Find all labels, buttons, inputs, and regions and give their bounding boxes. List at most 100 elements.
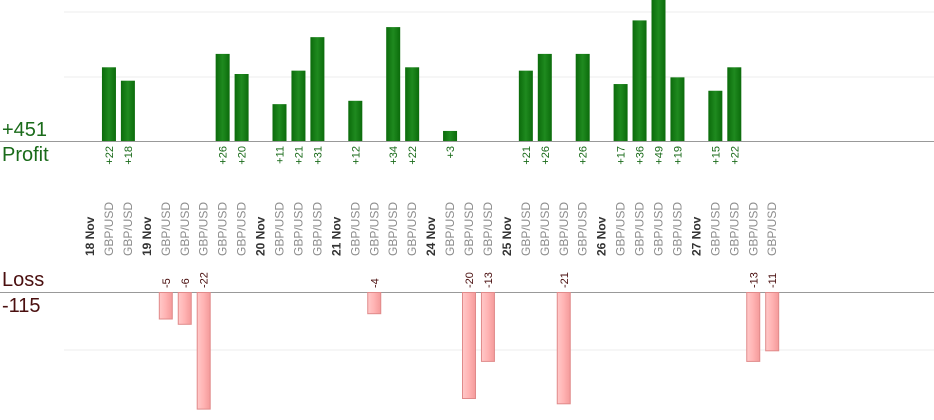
symbol-label: GBP/USD [443,202,457,256]
loss-value-label: -6 [180,278,192,288]
profit-bar [443,130,458,141]
profit-bar [670,77,685,141]
profit-bar [310,37,325,141]
profit-bar [120,80,135,141]
profit-bar [291,70,306,141]
profit-bar [234,74,249,141]
symbol-label: GBP/USD [386,202,400,256]
symbol-label: GBP/USD [765,202,779,256]
loss-bar [177,292,192,325]
symbol-label: GBP/USD [462,202,476,256]
symbol-label: GBP/USD [652,202,666,256]
symbol-label: GBP/USD [178,202,192,256]
profit-value-label: +49 [654,146,666,165]
profit-value-label: +22 [104,146,116,165]
loss-bar [765,292,780,352]
date-label: 19 Nov [140,216,154,256]
date-label: 26 Nov [595,216,609,256]
profit-bar [518,70,533,141]
loss-value-label: -13 [748,272,760,288]
profit-value-label: +22 [407,146,419,165]
labels: 18 Nov GBP/USD +22 GBP/USD +18 19 Nov GBP/USD -… [83,146,779,288]
loss-bar [462,292,476,399]
profit-value-label: +17 [616,146,628,165]
symbol-label: GBP/USD [273,202,287,256]
loss-value-label: -11 [767,273,779,288]
symbol-label: GBP/USD [538,202,552,256]
profit-value-label: +21 [521,146,533,165]
loss-bar [367,292,382,315]
profit-bar [101,67,116,141]
profit-value-label: +15 [710,146,722,165]
loss-bar [480,292,495,362]
loss-value-label: -22 [199,272,211,288]
profit-value-label: +11 [275,146,287,164]
profit-value-label: +34 [388,146,400,165]
profit-value-label: +26 [218,146,230,165]
profit-bar [537,53,552,141]
date-label: 21 Nov [329,216,343,256]
symbol-label: GBP/USD [348,202,362,256]
profit-legend-label: Profit [2,144,49,166]
symbol-label: GBP/USD [614,202,628,256]
symbol-label: GBP/USD [670,202,684,256]
profit-bar [272,104,287,141]
profit-bar [215,53,230,141]
bars [101,0,780,410]
date-label: 25 Nov [500,216,514,256]
symbol-label: GBP/USD [405,202,419,256]
profit-bar [386,27,401,142]
symbol-label: GBP/USD [235,202,249,256]
symbol-label: GBP/USD [633,202,647,256]
symbol-label: GBP/USD [367,202,381,256]
loss-value-label: -5 [161,278,173,288]
date-label: 18 Nov [83,216,97,256]
symbol-label: GBP/USD [310,202,324,256]
profit-value-label: +19 [672,146,684,165]
date-label: 20 Nov [254,216,268,256]
profit-value-label: +26 [578,146,590,165]
profit-total: +451 [2,119,48,141]
profit-bar [632,20,647,141]
loss-value-label: -21 [559,272,571,288]
symbol-label: GBP/USD [159,202,173,256]
profit-bar [575,53,590,141]
loss-legend-label: Loss [2,269,45,291]
loss-bar [196,292,211,410]
profit-value-label: +18 [123,146,135,165]
symbol-label: GBP/USD [708,202,722,256]
symbol-label: GBP/USD [216,202,230,256]
loss-bar [746,292,761,362]
profit-bar [613,84,628,141]
profit-bar [405,67,420,141]
loss-value-label: -4 [369,278,381,288]
profit-value-label: +26 [540,146,552,165]
symbol-label: GBP/USD [519,202,533,256]
symbol-label: GBP/USD [727,202,741,256]
profit-value-label: +31 [312,146,324,165]
profit-bar [348,100,363,141]
loss-value-label: -20 [464,272,476,288]
loss-value-label: -13 [483,272,495,288]
profit-value-label: +3 [445,146,457,159]
profit-value-label: +22 [729,146,741,165]
profit-bar [708,90,723,141]
loss-bar [158,292,173,320]
symbol-label: GBP/USD [121,202,135,256]
profit-value-label: +20 [237,146,249,165]
symbol-label: GBP/USD [481,202,495,256]
gridlines [64,11,934,351]
symbol-label: GBP/USD [291,202,305,256]
symbol-label: GBP/USD [576,202,590,256]
loss-bar [556,292,571,405]
profit-bar [727,67,742,141]
loss-total: -115 [2,295,41,317]
symbol-label: GBP/USD [102,202,116,256]
profit-value-label: +12 [350,146,362,165]
profit-bar [651,0,666,141]
profit-value-label: +36 [635,146,647,165]
symbol-label: GBP/USD [197,202,211,256]
symbol-label: GBP/USD [746,202,760,256]
symbol-label: GBP/USD [557,202,571,256]
